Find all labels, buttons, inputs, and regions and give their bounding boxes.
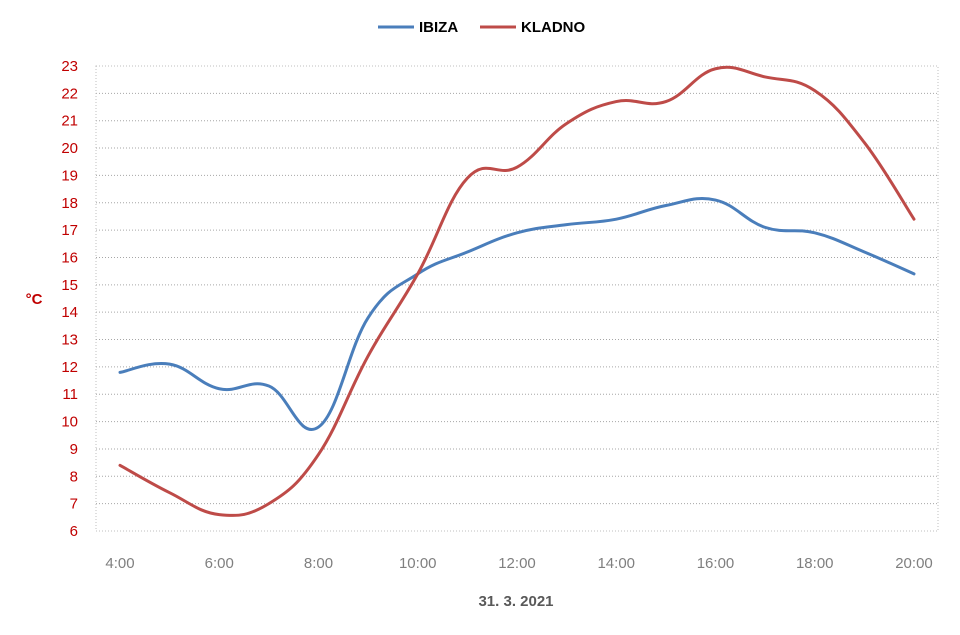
x-tick-label: 10:00: [399, 555, 437, 572]
y-tick-label: 22: [61, 85, 78, 102]
y-tick-label: 19: [61, 167, 78, 184]
x-tick-label: 18:00: [796, 555, 834, 572]
y-tick-label: 13: [61, 332, 78, 349]
y-tick-label: 17: [61, 222, 78, 239]
series-lines: [118, 65, 916, 517]
y-tick-label: 6: [70, 523, 78, 540]
grid-lines: [96, 65, 938, 532]
x-tick-label: 14:00: [597, 555, 635, 572]
y-tick-label: 7: [70, 496, 78, 513]
x-tick-label: 20:00: [895, 555, 933, 572]
y-tick-label: 18: [61, 195, 78, 212]
y-tick-label: 10: [61, 414, 78, 431]
series-line-kladno: [118, 65, 916, 517]
y-tick-label: 8: [70, 468, 78, 485]
legend-label-kladno: KLADNO: [521, 19, 585, 36]
y-tick-label: 15: [61, 277, 78, 294]
y-tick-label: 9: [70, 441, 78, 458]
x-axis-label: 31. 3. 2021: [478, 593, 553, 610]
x-tick-label: 4:00: [105, 555, 134, 572]
y-tick-label: 21: [61, 113, 78, 130]
x-tick-label: 16:00: [697, 555, 735, 572]
legend-label-ibiza: IBIZA: [419, 19, 458, 36]
y-tick-label: 20: [61, 140, 78, 157]
y-tick-label: 23: [61, 58, 78, 75]
x-tick-label: 6:00: [205, 555, 234, 572]
legend: IBIZA KLADNO: [378, 19, 585, 36]
x-axis-ticks: 4:00 6:00 8:00 10:00 12:00 14:00 16:00 18:00 20:…: [105, 555, 932, 572]
y-tick-label: 12: [61, 359, 78, 376]
series-line-ibiza: [118, 197, 916, 431]
y-tick-label: 14: [61, 304, 78, 321]
y-axis-ticks: 6 7 8 9 10 11 12 13 14 15 16 17 18 19 20 21 22 23: [61, 58, 78, 540]
y-tick-label: 16: [61, 249, 78, 266]
y-tick-label: 11: [62, 386, 78, 403]
y-axis-label: °C: [26, 291, 43, 308]
x-tick-label: 8:00: [304, 555, 333, 572]
x-tick-label: 12:00: [498, 555, 536, 572]
plot-area: [95, 65, 939, 532]
